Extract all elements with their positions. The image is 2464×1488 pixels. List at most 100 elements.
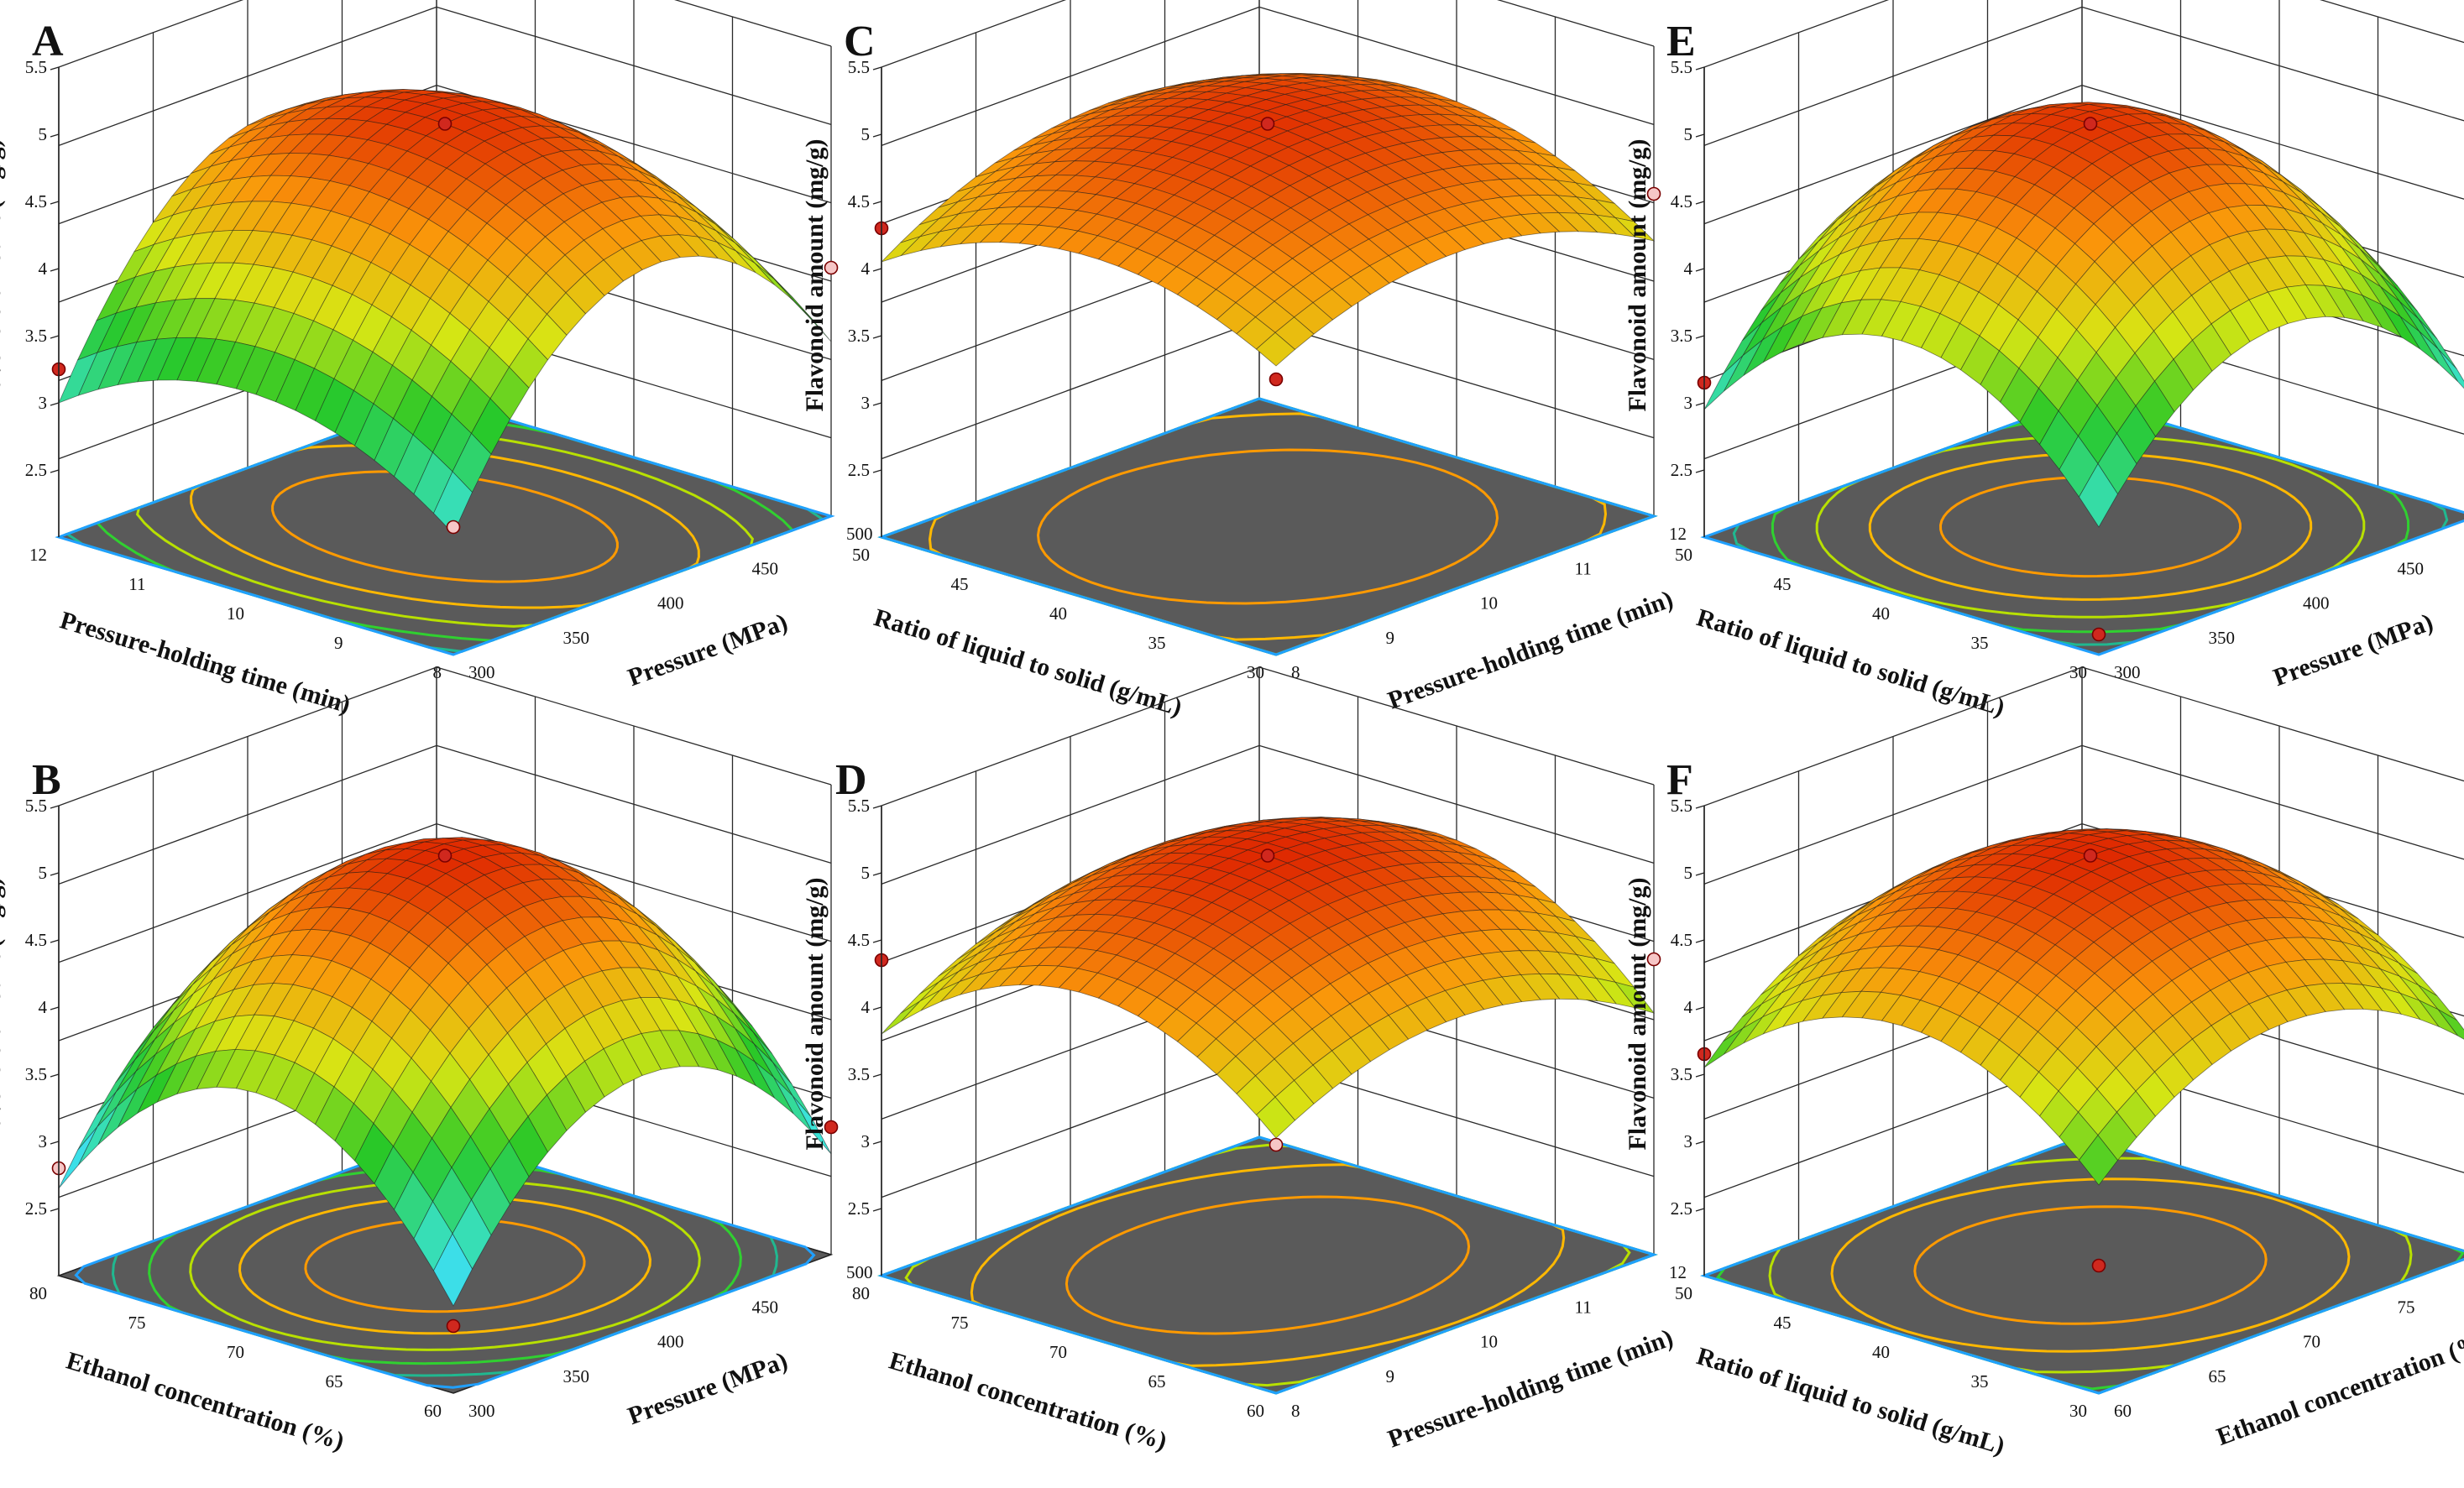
y-tick-label: 9: [334, 633, 343, 653]
z-tick-label: 5.5: [848, 796, 870, 816]
response-surface: [1703, 102, 2464, 528]
y-tick-label: 30: [2069, 662, 2087, 682]
contour-line: [271, 470, 619, 583]
z-tick-label: 3: [39, 393, 48, 413]
z-tick-label: 3.5: [848, 1064, 870, 1084]
x-tick-label: 350: [563, 628, 590, 648]
response-surface: [881, 817, 1656, 1139]
z-tick-label: 3.5: [25, 326, 47, 346]
z-tick-label: 4: [39, 258, 48, 279]
contour-line: [190, 444, 700, 609]
z-tick-label: 2.5: [1671, 460, 1692, 480]
z-axis: 2.5 3 3.5 4 4.5 5 5.5 Flavonoid amount (mg/g): [0, 57, 60, 537]
panel-letter: B: [32, 756, 61, 804]
y-tick-label: 75: [951, 1313, 969, 1333]
z-axis: 2.5 3 3.5 4 4.5 5 5.5 Flavonoid amount (mg/g): [801, 796, 882, 1276]
contour-floor: [877, 397, 1658, 656]
x-tick-label: 11: [1575, 1297, 1592, 1317]
y-tick-label: 11: [128, 574, 145, 594]
y-tick-label: 35: [1971, 1371, 1989, 1391]
x-tick-label: 350: [2209, 628, 2236, 648]
x-axis-title: Pressure (MPa): [2270, 608, 2437, 692]
panel-f: 2.5 3 3.5 4 4.5 5 5.5 Flavonoid amount (mg/g) 60…: [1624, 666, 2464, 1460]
contour-line: [1913, 1205, 2268, 1325]
y-tick-label: 65: [326, 1371, 343, 1391]
y-tick-label: 60: [424, 1401, 442, 1421]
contour-line: [1036, 448, 1499, 605]
x-tick-label: 300: [2114, 662, 2141, 682]
design-point: [2083, 848, 2098, 863]
surface-patch: [433, 1233, 473, 1307]
panel-letter: D: [835, 756, 867, 804]
z-tick-label: 3: [861, 393, 871, 413]
z-tick-label: 5: [1684, 863, 1693, 883]
y-tick-label: 45: [1774, 1313, 1792, 1333]
y-tick-label: 35: [1971, 633, 1989, 653]
z-tick-label: 4.5: [848, 930, 870, 950]
x-tick-label: 9: [1386, 1366, 1395, 1386]
z-axis: 2.5 3 3.5 4 4.5 5 5.5 Flavonoid amount (mg/g): [0, 796, 60, 1276]
z-axis: 2.5 3 3.5 4 4.5 5 5.5 Flavonoid amount (mg/g): [1624, 796, 1705, 1276]
y-tick-label: 8: [433, 662, 442, 682]
y-tick-label: 30: [1247, 662, 1264, 682]
contour-line: [1938, 475, 2242, 578]
panel-letter: C: [844, 18, 876, 65]
z-tick-label: 2.5: [25, 460, 47, 480]
panel-b: 2.5 3 3.5 4 4.5 5 5.5 Flavonoid amount (mg/g) 30…: [0, 666, 873, 1455]
design-point: [2083, 117, 2098, 131]
surface-patch: [1255, 1096, 1296, 1139]
z-axis-title: Flavonoid amount (mg/g): [1624, 138, 1651, 411]
panel-letter: A: [32, 18, 64, 65]
z-tick-label: 5: [861, 863, 871, 883]
y-tick-label: 80: [29, 1283, 47, 1303]
y-tick-label: 80: [852, 1283, 870, 1303]
design-point: [1260, 848, 1275, 863]
contour-line: [1815, 435, 2366, 619]
x-axis-title: Ethanol concentration (%): [2213, 1326, 2464, 1451]
x-tick-label: 400: [657, 593, 684, 613]
z-tick-label: 2.5: [848, 1198, 870, 1219]
y-tick-label: 65: [1148, 1371, 1166, 1391]
contour-line: [877, 1136, 1658, 1395]
panel-letter: F: [1666, 756, 1693, 804]
contour-line: [1830, 1177, 2351, 1353]
y-tick-label: 10: [227, 603, 244, 624]
y-tick-label: 75: [128, 1313, 146, 1333]
y-tick-label: 45: [1774, 574, 1792, 594]
surface-patch: [58, 1126, 98, 1189]
z-tick-label: 5: [1684, 124, 1693, 144]
x-tick-label: 450: [752, 1297, 779, 1317]
x-tick-label: 12: [1669, 524, 1687, 544]
contour-floor: [877, 1136, 1658, 1395]
z-tick-label: 4: [1684, 258, 1693, 279]
x-tick-label: 350: [563, 1366, 590, 1386]
z-tick-label: 4.5: [25, 930, 47, 950]
y-tick-label: 12: [29, 545, 47, 565]
design-point: [1269, 1137, 1284, 1152]
z-tick-label: 5.5: [848, 57, 870, 77]
x-tick-label: 70: [2303, 1332, 2320, 1352]
z-axis-title: Flavonoid amount (mg/g): [0, 138, 6, 411]
y-tick-label: 40: [1049, 603, 1067, 624]
floor-plane: [1702, 1136, 2464, 1394]
design-point: [1646, 952, 1661, 967]
z-axis-title: Flavonoid amount (mg/g): [1624, 877, 1651, 1150]
response-surface: [58, 837, 832, 1307]
z-tick-label: 4.5: [1671, 191, 1692, 211]
z-tick-label: 4.5: [848, 191, 870, 211]
x-tick-label: 60: [2114, 1401, 2132, 1421]
design-point: [824, 1120, 839, 1135]
x-axis-title: Pressure (MPa): [625, 608, 792, 692]
contour-floor: [1700, 397, 2464, 656]
y-axis-title: Ratio of liquid to solid (g/mL): [1693, 1342, 2007, 1459]
x-tick-label: 11: [1575, 558, 1592, 578]
x-axis-title: Pressure (MPa): [625, 1347, 792, 1431]
z-tick-label: 5: [39, 124, 48, 144]
x-tick-label: 500: [846, 1262, 873, 1282]
x-tick-label: 10: [1480, 593, 1498, 613]
floor-plane: [879, 1136, 1656, 1394]
design-point: [1269, 372, 1284, 387]
design-point: [1646, 186, 1661, 201]
z-tick-label: 4: [39, 997, 48, 1017]
surface-patch: [433, 471, 473, 535]
